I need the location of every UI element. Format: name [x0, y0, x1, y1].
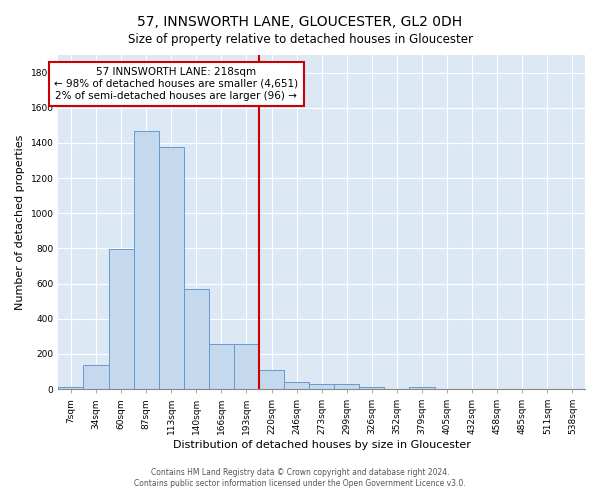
Bar — [259, 370, 284, 389]
Text: 57, INNSWORTH LANE, GLOUCESTER, GL2 0DH: 57, INNSWORTH LANE, GLOUCESTER, GL2 0DH — [137, 15, 463, 29]
Bar — [83, 366, 109, 389]
Text: Size of property relative to detached houses in Gloucester: Size of property relative to detached ho… — [128, 32, 473, 46]
Bar — [209, 344, 234, 389]
Bar — [409, 388, 434, 389]
Bar — [359, 388, 385, 389]
Bar — [134, 130, 159, 389]
Text: Contains HM Land Registry data © Crown copyright and database right 2024.
Contai: Contains HM Land Registry data © Crown c… — [134, 468, 466, 487]
Bar — [184, 289, 209, 389]
Text: 57 INNSWORTH LANE: 218sqm
← 98% of detached houses are smaller (4,651)
2% of sem: 57 INNSWORTH LANE: 218sqm ← 98% of detac… — [54, 68, 298, 100]
X-axis label: Distribution of detached houses by size in Gloucester: Distribution of detached houses by size … — [173, 440, 470, 450]
Bar — [309, 384, 334, 389]
Bar — [159, 148, 184, 389]
Bar — [234, 344, 259, 389]
Bar — [109, 250, 134, 389]
Bar — [284, 382, 309, 389]
Y-axis label: Number of detached properties: Number of detached properties — [15, 134, 25, 310]
Bar — [334, 384, 359, 389]
Bar — [58, 388, 83, 389]
